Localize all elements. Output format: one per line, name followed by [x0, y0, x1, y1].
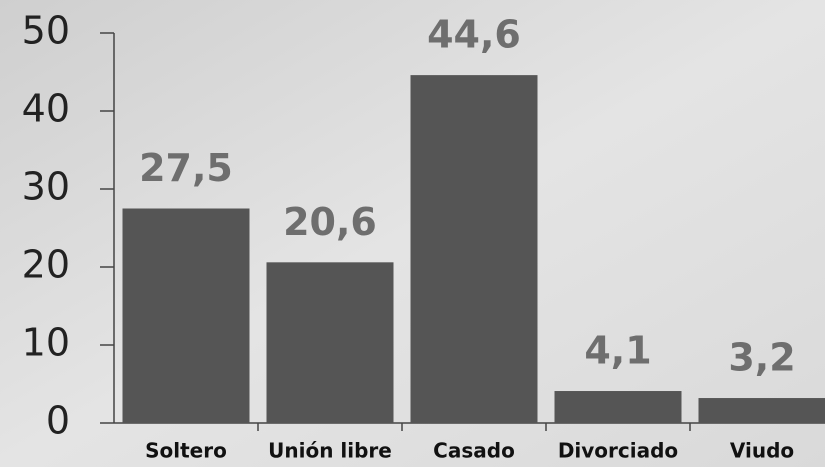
value-label: 27,5: [139, 146, 233, 190]
bar: [555, 391, 682, 423]
x-tick-label: Viudo: [730, 439, 794, 463]
y-tick-label: 50: [22, 9, 70, 53]
value-label: 44,6: [427, 13, 521, 57]
x-tick-label: Unión libre: [268, 439, 392, 463]
value-label: 3,2: [728, 336, 795, 380]
x-tick-label: Casado: [433, 439, 515, 463]
y-tick-label: 40: [22, 87, 70, 131]
x-tick-label: Divorciado: [558, 439, 678, 463]
bar: [699, 398, 825, 423]
y-tick-label: 10: [22, 321, 70, 365]
bar: [123, 209, 250, 424]
chart: 0 10 20 30 40 50 Soltero 27,5 Unión libre 20,6 Cas…: [0, 0, 825, 467]
bar: [411, 75, 538, 423]
y-tick-label: 30: [22, 165, 70, 209]
x-tick-label: Soltero: [145, 439, 227, 463]
value-label: 4,1: [584, 329, 651, 373]
y-tick-label: 20: [22, 243, 70, 287]
y-tick-label: 0: [46, 399, 70, 443]
value-label: 20,6: [283, 200, 377, 244]
bar: [267, 262, 394, 423]
